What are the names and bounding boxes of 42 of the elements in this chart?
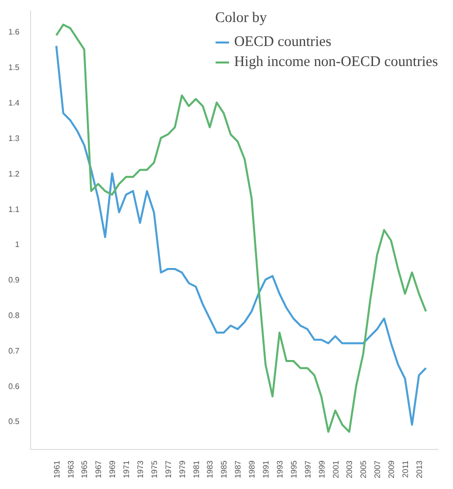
y-tick-label: 0.7: [8, 346, 20, 356]
x-tick-label: 1971: [122, 460, 132, 478]
y-tick-label: 1.6: [8, 28, 20, 37]
x-tick-label: 1963: [66, 460, 76, 478]
x-tick-label: 1961: [52, 460, 62, 478]
y-tick-label: 1.2: [8, 169, 20, 178]
x-tick-label: 1987: [234, 460, 243, 478]
x-tick-label: 1995: [289, 460, 298, 478]
x-tick-label: 2001: [331, 460, 340, 478]
y-tick-label: 1.1: [8, 204, 20, 214]
x-tick-label: 1965: [80, 460, 90, 478]
x-tick-label: 2009: [387, 460, 396, 478]
y-tick-label: 0.6: [8, 382, 20, 391]
y-tick-label: 0.9: [8, 276, 20, 285]
x-tick-label: 1977: [164, 460, 173, 478]
y-tick-label: 0.8: [8, 310, 20, 320]
x-tick-label: 2011: [401, 460, 410, 478]
x-tick-label: 1979: [178, 460, 187, 478]
y-tick-label: 1.3: [8, 134, 20, 143]
legend-label: High income non-OECD countries: [234, 54, 438, 70]
legend-title: Color by: [215, 10, 268, 27]
x-tick-label: 1985: [220, 460, 229, 478]
x-tick-label: 1993: [275, 460, 284, 478]
x-tick-label: 1967: [94, 460, 104, 478]
y-tick-label: 0.5: [8, 417, 20, 426]
y-tick-label: 1.4: [8, 98, 20, 108]
y-tick-label: 1: [15, 240, 20, 250]
x-tick-label: 1969: [108, 460, 118, 478]
legend-label: OECD countries: [234, 34, 332, 50]
x-tick-label: 1981: [192, 460, 201, 478]
x-tick-label: 1973: [136, 460, 145, 478]
y-tick-label: 1.5: [8, 63, 20, 72]
x-tick-label: 2007: [373, 460, 382, 478]
x-tick-label: 1991: [262, 460, 271, 478]
x-tick-label: 2013: [414, 460, 424, 478]
x-tick-label: 2003: [345, 460, 354, 478]
x-tick-label: 1999: [317, 460, 326, 478]
x-tick-label: 2005: [359, 460, 368, 478]
x-tick-label: 1983: [206, 460, 215, 478]
x-tick-label: 1997: [303, 460, 312, 478]
x-tick-label: 1989: [248, 460, 257, 478]
x-tick-label: 1975: [150, 460, 159, 478]
